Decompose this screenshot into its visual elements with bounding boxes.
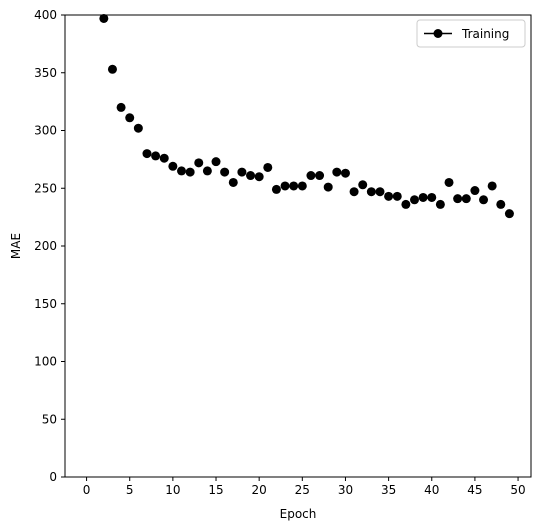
data-point — [237, 167, 247, 177]
data-point — [280, 181, 290, 191]
data-point — [125, 113, 135, 123]
y-tick-label: 100 — [34, 355, 57, 369]
data-point — [384, 191, 394, 201]
x-axis-label: Epoch — [280, 507, 317, 521]
data-point — [427, 192, 437, 202]
data-point — [289, 181, 299, 191]
data-point — [202, 166, 212, 176]
data-point — [375, 187, 385, 197]
data-point — [151, 151, 161, 161]
data-point — [142, 149, 152, 159]
data-point — [410, 195, 419, 205]
data-point — [349, 187, 359, 197]
x-tick-label: 15 — [208, 483, 223, 497]
data-point — [306, 171, 316, 181]
data-point — [254, 172, 264, 182]
data-point — [323, 182, 333, 192]
data-point — [470, 186, 480, 196]
data-point — [185, 167, 195, 177]
y-axis-label: MAE — [9, 233, 23, 259]
legend-label: Training — [461, 27, 509, 41]
data-point — [211, 157, 221, 167]
x-tick-label: 40 — [424, 483, 439, 497]
x-tick-label: 35 — [381, 483, 396, 497]
data-point — [461, 194, 471, 204]
x-tick-label: 25 — [295, 483, 310, 497]
y-tick-label: 50 — [42, 412, 57, 426]
y-tick-label: 250 — [34, 181, 57, 195]
x-tick-label: 45 — [467, 483, 482, 497]
data-point — [177, 166, 186, 176]
data-point — [99, 13, 109, 23]
data-point — [496, 199, 506, 209]
data-point — [220, 167, 230, 177]
data-point — [366, 187, 376, 197]
y-tick-label: 300 — [34, 124, 57, 138]
data-point — [271, 184, 281, 194]
data-point — [504, 209, 514, 219]
data-point — [332, 167, 342, 177]
data-point — [358, 180, 368, 190]
x-tick-label: 20 — [252, 483, 267, 497]
data-point — [315, 171, 325, 181]
data-point — [116, 102, 126, 112]
x-axis-ticks: 0 5 10 15 20 25 30 35 40 45 50 — [83, 477, 526, 497]
legend: Training — [416, 19, 526, 48]
data-point — [228, 177, 238, 187]
plot-area-frame — [64, 14, 532, 478]
data-point — [453, 194, 463, 204]
data-point — [340, 168, 350, 178]
legend-marker — [433, 29, 443, 38]
x-tick-label: 50 — [510, 483, 525, 497]
data-point — [444, 177, 454, 187]
data-point — [297, 181, 307, 191]
data-point — [168, 161, 178, 171]
y-tick-label: 200 — [34, 239, 57, 253]
data-point — [133, 123, 143, 133]
data-point — [435, 199, 445, 209]
y-tick-label: 0 — [49, 470, 57, 484]
y-tick-label: 400 — [34, 8, 57, 22]
x-tick-label: 5 — [126, 483, 134, 497]
data-point — [194, 158, 204, 168]
y-tick-label: 350 — [34, 66, 57, 80]
data-point — [107, 64, 117, 74]
data-point — [246, 171, 256, 181]
data-point — [487, 181, 497, 191]
data-point — [479, 195, 489, 205]
data-point — [159, 153, 169, 163]
y-axis-ticks: 0 50 100 150 200 250 300 350 400 — [34, 8, 65, 484]
data-point — [418, 192, 428, 202]
legend-box — [416, 19, 526, 48]
x-tick-label: 30 — [338, 483, 353, 497]
y-tick-label: 150 — [34, 297, 57, 311]
data-point — [263, 162, 273, 172]
x-tick-label: 0 — [83, 483, 91, 497]
data-point — [401, 199, 411, 209]
x-tick-label: 10 — [165, 483, 180, 497]
data-point — [392, 191, 402, 201]
data-points — [99, 13, 514, 219]
